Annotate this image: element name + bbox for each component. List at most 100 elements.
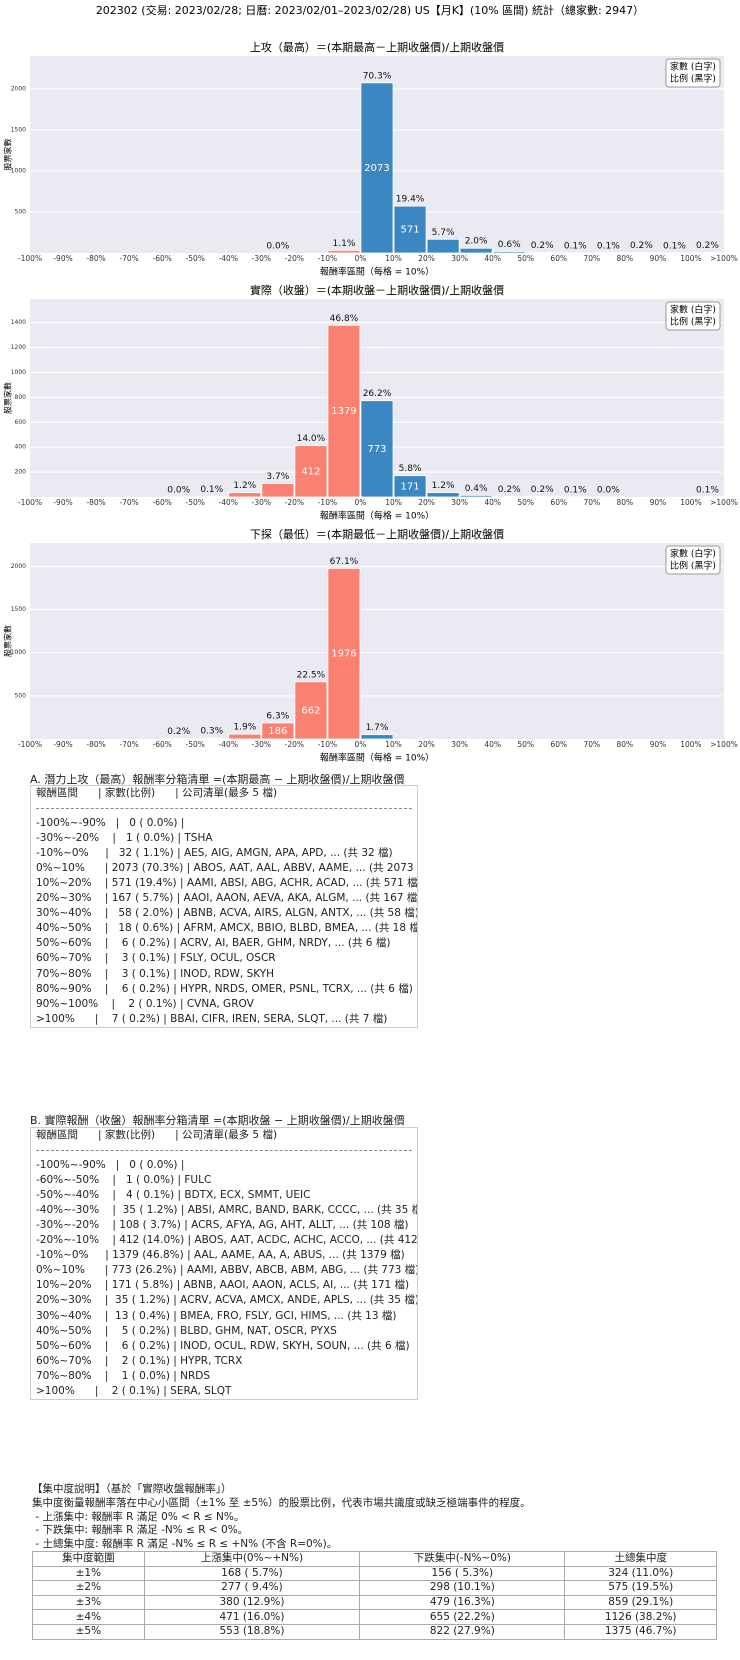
x-tick-label: 30% [451,740,468,749]
legend-box [665,301,721,331]
share-label: 19.4% [396,195,425,205]
x-tick-label: -40% [219,254,238,263]
list-row: -50%~-40% | 4 ( 0.1%) | BDTX, ECX, SMMT,… [36,1189,311,1202]
x-axis-label: 報酬率區間（每格 = 10%） [320,752,434,764]
bar [228,733,262,740]
x-tick-label: -90% [53,254,72,263]
bar [360,734,394,740]
list-row: -10%~0% | 1379 (46.8%) | AAL, AAME, AA, … [36,1249,405,1262]
x-tick-label: 70% [583,740,600,749]
share-label: 0.1% [564,241,587,251]
x-tick-label: -100% [18,254,42,263]
list-row: -10%~0% | 32 ( 1.1%) | AES, AIG, AMGN, A… [36,847,393,860]
table-cell: ±1% [32,1565,145,1582]
y-tick-label: 800 [15,394,27,401]
share-label: 0.6% [498,240,521,250]
x-tick-label: 0% [355,740,367,749]
x-tick-label: 0% [355,498,367,507]
y-tick-label: 1200 [11,344,26,351]
x-tick-label: 90% [650,740,667,749]
share-label: 0.2% [531,485,554,495]
x-tick-label: 90% [650,254,667,263]
legend-text: 家數 (白字) [670,548,716,560]
section-c-title: 【集中度說明】（基於「實際收盤報酬率」） [32,1483,232,1495]
x-tick-label: 30% [451,498,468,507]
share-label: 1.2% [233,481,256,491]
x-tick-label: 10% [385,498,402,507]
description-line: 集中度衡量報酬率落在中心小區間（±1% 至 ±5%）的股票比例，代表市場共識度或… [32,1497,531,1509]
y-tick-label: 500 [15,692,27,699]
count-label: 1379 [331,406,356,417]
table-row: ±3% 380 (12.9%) 479 (16.3%) 859 (29.1%) [32,1594,717,1611]
table-cell: 471 (16.0%) [143,1609,361,1625]
section-a-box: 報酬區間 | 家數(比例) | 公司清單(最多 5 檔) -100%~-90% … [30,785,418,1028]
x-tick-label: >100% [710,498,738,507]
list-row: 0%~10% | 2073 (70.3%) | ABOS, AAT, AAL, … [36,862,417,875]
share-label: 0.0% [597,485,620,495]
share-label: 22.5% [297,670,326,680]
x-tick-label: 80% [617,740,634,749]
y-tick-label: 1000 [11,649,26,656]
x-tick-label: -30% [252,498,271,507]
table-cell: 553 (18.8%) [143,1623,361,1640]
table-cell: 168 ( 5.7%) [143,1565,361,1582]
share-label: 0.1% [696,485,719,495]
bar [228,492,262,498]
share-label: 0.4% [465,484,488,494]
x-tick-label: >100% [710,740,738,749]
count-label: 186 [268,726,287,737]
table-row: ±1% 168 ( 5.7%) 156 ( 5.3%) 324 (11.0%) [32,1565,717,1582]
share-label: 0.1% [663,241,686,251]
x-tick-label: 30% [451,254,468,263]
list-row: -30%~-20% | 108 ( 3.7%) | ACRS, AFYA, AG… [36,1219,409,1232]
x-tick-label: -60% [152,498,171,507]
count-label: 171 [401,481,420,492]
x-tick-label: -70% [119,740,138,749]
list-row: 30%~40% | 13 ( 0.4%) | BMEA, FRO, FSLY, … [36,1309,397,1322]
legend-text: 比例 (黑字) [670,316,716,328]
list-row: 80%~90% | 6 ( 0.2%) | HYPR, NRDS, OMER, … [36,982,413,995]
section-a-title: A. 潛力上攻（最高）報酬率分箱清單 =(本期最高 − 上期收盤價)/上期收盤價 [30,773,405,786]
table-cell: 479 (16.3%) [359,1594,566,1611]
table-row: ±5% 553 (18.8%) 822 (27.9%) 1375 (46.7%) [32,1623,717,1640]
table-cell: 156 ( 5.3%) [359,1565,566,1582]
count-label: 773 [367,444,386,455]
y-axis-label: 股票家數 [3,382,13,414]
table-cell: 1375 (46.7%) [564,1623,717,1640]
list-row: 50%~60% | 6 ( 0.2%) | INOD, OCUL, RDW, S… [36,1339,410,1352]
x-tick-label: -30% [252,254,271,263]
share-label: 0.2% [696,241,719,251]
table-cell: ±3% [32,1594,145,1611]
bar [294,681,328,740]
x-tick-label: -100% [18,498,42,507]
x-tick-label: -20% [285,740,304,749]
x-tick-label: 100% [680,740,701,749]
x-tick-label: -50% [186,498,205,507]
x-tick-label: -40% [219,498,238,507]
list-row: 0%~10% | 773 (26.2%) | AAMI, ABBV, ABCB,… [36,1264,417,1277]
list-row: -100%~-90% | 0 ( 0.0%) | [36,1159,185,1172]
x-tick-label: -70% [119,254,138,263]
x-tick-label: 10% [385,254,402,263]
table-cell: 655 (22.2%) [359,1609,566,1625]
y-axis-label: 股票家數 [3,625,13,657]
y-tick-label: 1000 [11,369,26,376]
count-label: 571 [401,225,420,236]
charts: 202302 (交易: 2023/02/28; 日曆: 2023/02/01–2… [3,3,738,764]
share-label: 1.9% [233,723,256,733]
x-tick-label: -10% [318,498,337,507]
x-tick-label: 100% [680,498,701,507]
list-row: >100% | 7 ( 0.2%) | BBAI, CIFR, IREN, SE… [36,1012,388,1025]
page-title: 202302 (交易: 2023/02/28; 日曆: 2023/02/01–2… [96,3,644,17]
x-tick-label: >100% [710,254,738,263]
bar [393,475,427,498]
x-tick-label: 40% [484,498,501,507]
section-b-box: 報酬區間 | 家數(比例) | 公司清單(最多 5 檔) -100%~-90% … [30,1127,418,1400]
legend-text: 比例 (黑字) [670,560,716,572]
table-cell: 1126 (38.2%) [564,1609,717,1625]
x-tick-label: 70% [583,498,600,507]
list-row: -100%~-90% | 0 ( 0.0%) | [36,817,185,830]
bar [327,324,361,498]
share-label: 2.0% [465,237,488,247]
x-tick-label: 0% [355,254,367,263]
